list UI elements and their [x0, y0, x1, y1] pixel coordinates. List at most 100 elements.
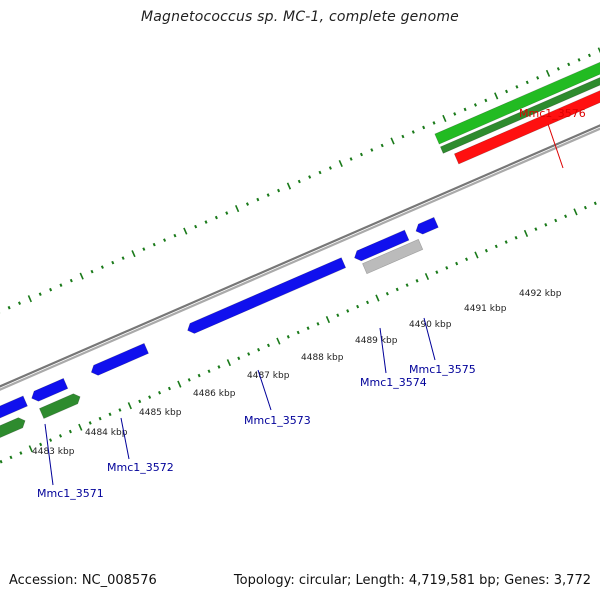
- kbp-tick-label: 4491 kbp: [464, 304, 507, 314]
- tick-minor: [432, 121, 436, 125]
- tick-major: [177, 380, 182, 388]
- tick-major: [474, 251, 479, 259]
- tick-minor: [328, 166, 332, 170]
- gene-label[interactable]: Mmc1_3572: [107, 461, 174, 474]
- gene-label[interactable]: Mmc1_3573: [244, 414, 311, 427]
- tick-minor: [7, 305, 11, 310]
- accession-label: Accession: NC_008576: [9, 573, 157, 588]
- tick-minor: [167, 386, 171, 391]
- tick-major: [390, 137, 395, 145]
- forward-gene-feature[interactable]: [39, 393, 81, 419]
- kbp-tick-label: 4487 kbp: [247, 371, 290, 381]
- forward-gene-feature[interactable]: [0, 417, 26, 446]
- tick-minor: [121, 256, 125, 260]
- gene-label[interactable]: Mmc1_3574: [360, 376, 427, 389]
- tick-minor: [197, 373, 201, 378]
- tick-minor: [514, 235, 518, 240]
- tick-minor: [370, 148, 374, 152]
- tick-minor: [204, 220, 208, 224]
- tick-minor: [346, 309, 350, 313]
- tick-minor: [214, 215, 218, 220]
- tick-minor: [17, 301, 22, 305]
- tick-minor: [49, 438, 53, 442]
- tick-minor: [316, 322, 320, 326]
- forward-cds-feature[interactable]: [434, 32, 600, 145]
- tick-minor: [247, 352, 251, 356]
- tick-minor: [564, 214, 568, 218]
- tick-minor: [148, 395, 152, 399]
- gene-label[interactable]: Mmc1_3575: [409, 363, 476, 376]
- reverse-gene-feature[interactable]: [362, 238, 424, 275]
- genome-backbone: [0, 124, 600, 391]
- gene-leader-line: [44, 423, 54, 486]
- tick-minor: [217, 365, 221, 369]
- tick-minor: [544, 223, 548, 227]
- reverse-cds-feature[interactable]: [354, 229, 410, 262]
- tick-major: [27, 295, 32, 303]
- tick-minor: [567, 62, 571, 67]
- reverse-cds-feature[interactable]: [90, 342, 149, 376]
- tick-minor: [68, 429, 72, 434]
- kbp-tick-label: 4483 kbp: [32, 447, 75, 457]
- tick-minor: [88, 421, 92, 425]
- reverse-cds-feature[interactable]: [31, 378, 69, 402]
- tick-minor: [142, 247, 146, 251]
- reverse-cds-feature[interactable]: [0, 395, 28, 419]
- gene-leader-line: [257, 369, 272, 411]
- tick-minor: [266, 343, 271, 348]
- inner-tick-row: [0, 201, 597, 464]
- highlighted-feature[interactable]: [453, 56, 600, 165]
- gene-leader-line: [423, 317, 436, 361]
- gene-label[interactable]: Mmc1_3571: [37, 487, 104, 500]
- gene-label[interactable]: Mmc1_3576: [519, 107, 586, 120]
- tick-minor: [297, 179, 301, 184]
- kbp-tick-label: 4492 kbp: [519, 289, 562, 299]
- tick-minor: [286, 335, 290, 339]
- tick-minor: [556, 67, 560, 71]
- tick-minor: [306, 326, 310, 330]
- backbone-line: [0, 124, 600, 388]
- tick-minor: [38, 292, 42, 296]
- tick-minor: [401, 134, 405, 139]
- tick-minor: [296, 330, 300, 335]
- kbp-tick-label: 4488 kbp: [301, 353, 344, 363]
- tick-minor: [453, 112, 457, 116]
- outer-tick-row: [0, 47, 600, 314]
- tick-major: [494, 92, 499, 100]
- tick-minor: [194, 224, 198, 229]
- tick-minor: [152, 242, 156, 247]
- tick-major: [523, 229, 529, 237]
- backbone-line: [0, 127, 600, 391]
- tick-major: [338, 159, 343, 168]
- forward-gene-feature[interactable]: [439, 43, 600, 154]
- tick-minor: [484, 98, 488, 103]
- tick-minor: [465, 257, 469, 262]
- tick-minor: [593, 201, 597, 206]
- tick-major: [545, 69, 551, 77]
- reverse-cds-feature[interactable]: [187, 257, 347, 334]
- tick-minor: [435, 270, 439, 274]
- tick-minor: [356, 304, 360, 309]
- tick-major: [234, 205, 240, 213]
- tick-major: [131, 250, 136, 258]
- tick-minor: [108, 412, 112, 417]
- tick-major: [78, 423, 83, 431]
- gene-leader-line: [547, 123, 564, 169]
- tick-major: [226, 359, 231, 367]
- kbp-tick-label: 4486 kbp: [193, 389, 236, 399]
- tick-major: [28, 445, 33, 453]
- tick-minor: [455, 261, 459, 266]
- tick-minor: [58, 434, 63, 438]
- gene-leader-line: [379, 327, 387, 374]
- tick-minor: [19, 451, 23, 455]
- reverse-cds-feature[interactable]: [415, 216, 439, 235]
- tick-minor: [536, 76, 540, 80]
- tick-minor: [118, 408, 122, 412]
- tick-minor: [336, 313, 340, 318]
- tick-major: [276, 337, 281, 345]
- tick-major: [183, 227, 188, 235]
- tick-minor: [515, 85, 519, 89]
- tick-minor: [380, 143, 384, 148]
